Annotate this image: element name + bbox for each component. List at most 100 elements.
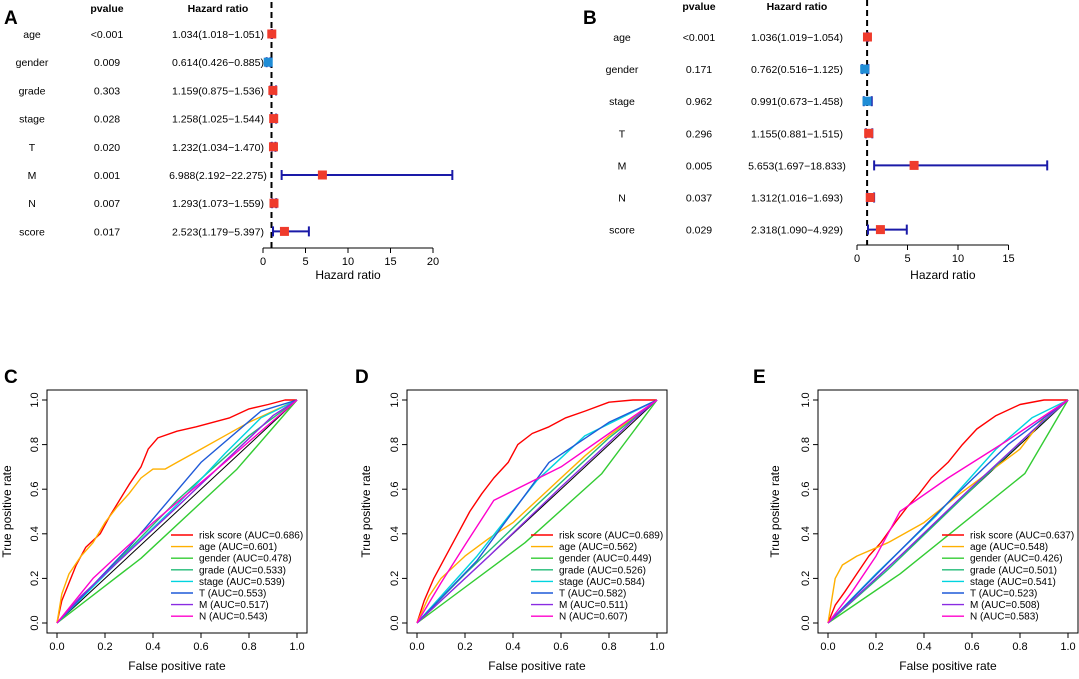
- x-tick-label-e: 0.0: [820, 641, 835, 653]
- hr-point-b: [865, 193, 875, 202]
- hr-point-b: [864, 128, 874, 138]
- row-label-b: N: [618, 193, 626, 205]
- roc-curve-d: [416, 399, 658, 624]
- x-tick-label-c: 0.2: [97, 641, 112, 653]
- legend-label-e: N (AUC=0.583): [970, 612, 1039, 623]
- legend-label-e: gender (AUC=0.426): [970, 554, 1063, 565]
- row-label-b: age: [613, 32, 631, 44]
- roc-curve-d: [416, 399, 658, 624]
- x-tick-label-c: 0.6: [193, 641, 208, 653]
- legend-label-e: stage (AUC=0.541): [970, 577, 1056, 588]
- x-tick-label-d: 0.0: [409, 641, 424, 653]
- row-pvalue-b: 0.962: [686, 96, 712, 108]
- y-tick-label-e: 0.8: [800, 437, 812, 452]
- hr-point-a: [268, 85, 278, 95]
- hr-point-a: [267, 29, 277, 39]
- legend-label-c: T (AUC=0.553): [199, 589, 266, 600]
- y-tick-label-c: 1.0: [29, 392, 41, 407]
- x-tick-label-a: 0: [260, 256, 266, 268]
- x-tick-label-e: 0.2: [868, 641, 883, 653]
- roc-curve-e: [827, 399, 1069, 624]
- legend-label-e: grade (AUC=0.501): [970, 565, 1057, 576]
- row-pvalue-a: 0.017: [94, 226, 120, 238]
- hr-point-a: [263, 57, 273, 67]
- x-axis-label-e: False positive rate: [899, 659, 997, 673]
- roc-curve-d: [416, 399, 658, 624]
- row-label-a: M: [28, 170, 37, 182]
- x-tick-label-a: 5: [302, 256, 308, 268]
- row-label-a: gender: [16, 57, 49, 69]
- row-pvalue-b: 0.005: [686, 160, 712, 172]
- y-tick-label-e: 0.6: [800, 482, 812, 497]
- y-tick-label-e: 0.2: [800, 571, 812, 586]
- x-tick-label-e: 1.0: [1060, 641, 1075, 653]
- y-tick-label-d: 0.8: [389, 437, 401, 452]
- x-tick-label-d: 1.0: [649, 641, 664, 653]
- row-pvalue-a: 0.303: [94, 85, 120, 97]
- hazard-ratio-header-a: Hazard ratio: [188, 3, 249, 15]
- hr-point-b: [862, 96, 872, 106]
- y-tick-label-d: 0.0: [389, 615, 401, 630]
- row-hr-text-a: 1.232(1.034−1.470): [172, 142, 264, 154]
- x-axis-label-a: Hazard ratio: [315, 268, 381, 282]
- row-pvalue-a: 0.020: [94, 142, 120, 154]
- hazard-ratio-header-b: Hazard ratio: [767, 1, 828, 13]
- x-tick-label-b: 0: [854, 253, 860, 265]
- roc-curve-e: [827, 399, 1069, 624]
- y-tick-label-d: 1.0: [389, 392, 401, 407]
- y-tick-label-c: 0.4: [29, 526, 41, 541]
- hr-point-b: [862, 32, 872, 42]
- legend-label-c: N (AUC=0.543): [199, 612, 268, 623]
- x-tick-label-e: 0.8: [1012, 641, 1027, 653]
- panel-letter-b: B: [583, 8, 597, 29]
- row-hr-text-b: 1.036(1.019−1.054): [751, 32, 843, 44]
- row-label-a: stage: [19, 114, 45, 126]
- legend-label-c: stage (AUC=0.539): [199, 577, 285, 588]
- y-tick-label-e: 0.4: [800, 526, 812, 541]
- panel-letter-d: D: [355, 367, 369, 388]
- row-hr-text-b: 0.762(0.516−1.125): [751, 64, 843, 76]
- x-tick-label-c: 0.4: [145, 641, 160, 653]
- row-pvalue-b: 0.037: [686, 193, 712, 205]
- hr-point-a: [268, 142, 278, 152]
- row-pvalue-b: 0.171: [686, 64, 712, 76]
- diagonal-line-c: [56, 399, 298, 624]
- legend-label-c: gender (AUC=0.478): [199, 554, 292, 565]
- y-tick-label-d: 0.2: [389, 571, 401, 586]
- plot-frame-d: [406, 389, 668, 634]
- legend-label-d: stage (AUC=0.584): [559, 577, 645, 588]
- x-tick-label-a: 20: [427, 256, 439, 268]
- row-label-a: score: [19, 226, 45, 238]
- row-label-b: M: [618, 160, 627, 172]
- row-pvalue-a: <0.001: [91, 29, 124, 41]
- roc-curve-d: [416, 399, 658, 624]
- x-tick-label-c: 0.0: [49, 641, 64, 653]
- roc-curve-c: [56, 399, 298, 624]
- roc-curve-d: [416, 399, 658, 624]
- x-tick-label-c: 0.8: [241, 641, 256, 653]
- x-tick-label-a: 10: [342, 256, 354, 268]
- y-tick-label-c: 0.6: [29, 482, 41, 497]
- x-tick-label-c: 1.0: [289, 641, 304, 653]
- row-pvalue-a: 0.009: [94, 57, 120, 69]
- roc-curve-c: [56, 399, 298, 624]
- legend-label-c: grade (AUC=0.533): [199, 565, 286, 576]
- y-tick-label-d: 0.4: [389, 526, 401, 541]
- roc-curve-d: [416, 399, 657, 624]
- row-hr-text-a: 1.293(1.073−1.559): [172, 198, 264, 210]
- legend-label-d: T (AUC=0.582): [559, 589, 626, 600]
- row-hr-text-a: 0.614(0.426−0.885): [172, 57, 264, 69]
- x-tick-label-d: 0.4: [505, 641, 520, 653]
- roc-curve-c: [56, 399, 298, 624]
- panel-letter-c: C: [4, 367, 18, 388]
- x-tick-label-a: 15: [384, 256, 396, 268]
- x-tick-label-e: 0.6: [964, 641, 979, 653]
- row-hr-text-b: 5.653(1.697−18.833): [748, 160, 846, 172]
- legend-label-c: age (AUC=0.601): [199, 542, 277, 553]
- hr-point-a: [269, 114, 279, 124]
- hr-point-b: [909, 160, 919, 170]
- legend-label-d: grade (AUC=0.526): [559, 565, 646, 576]
- legend-label-c: M (AUC=0.517): [199, 600, 269, 611]
- y-tick-label-e: 1.0: [800, 392, 812, 407]
